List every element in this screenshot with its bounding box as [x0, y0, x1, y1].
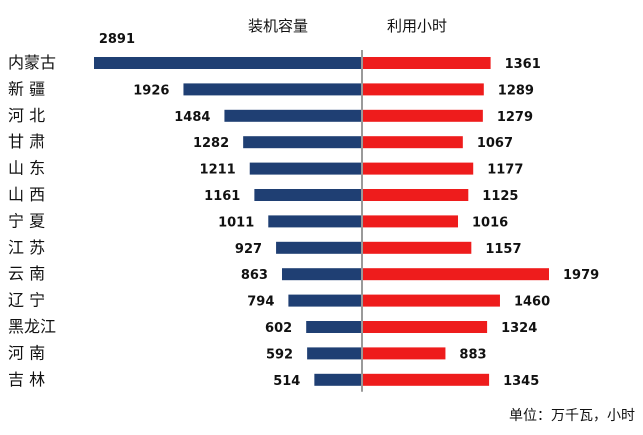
- hours-bar: [362, 57, 491, 69]
- unit-note: 单位：万千瓦，小时: [509, 408, 635, 424]
- hours-value-label: 1289: [498, 83, 534, 98]
- capacity-bar: [183, 83, 362, 96]
- hours-value-label: 1460: [514, 295, 550, 310]
- hours-bar: [362, 321, 488, 333]
- capacity-bar: [224, 109, 362, 122]
- left-series-header: 装机容量: [248, 17, 308, 35]
- capacity-bar: [288, 294, 362, 307]
- hours-bar: [362, 136, 463, 149]
- category-label: 宁 夏: [8, 211, 45, 230]
- chart-marks: 内蒙古 2891 1361 新 疆 1926 1289 河 北 1484 1279 甘 肃 1282…: [8, 32, 599, 392]
- capacity-value-label: 1161: [204, 189, 240, 204]
- hours-bar: [362, 109, 483, 122]
- capacity-bar: [307, 347, 362, 360]
- capacity-bar: [314, 373, 362, 386]
- hours-bar: [362, 189, 469, 201]
- capacity-bar: [306, 321, 362, 333]
- capacity-value-label: 592: [266, 347, 293, 362]
- capacity-value-label: 602: [265, 321, 292, 336]
- hours-value-label: 1324: [501, 321, 537, 336]
- hours-value-label: 1016: [472, 215, 508, 230]
- capacity-value-label: 1011: [218, 215, 254, 230]
- capacity-value-label: 1282: [193, 136, 229, 151]
- category-label: 河 南: [8, 343, 45, 362]
- category-label: 河 北: [8, 106, 45, 125]
- capacity-value-label: 1484: [174, 110, 210, 125]
- hours-value-label: 1361: [505, 57, 541, 72]
- hours-bar: [362, 83, 484, 96]
- hours-bar: [362, 373, 490, 386]
- hours-value-label: 1279: [497, 110, 533, 125]
- capacity-bar: [276, 241, 362, 254]
- category-label: 江 苏: [8, 238, 45, 257]
- capacity-bar: [281, 268, 362, 281]
- hours-value-label: 1345: [503, 374, 539, 389]
- category-label: 新 疆: [8, 79, 45, 98]
- capacity-value-label: 927: [235, 242, 262, 257]
- hours-value-label: 1125: [482, 189, 518, 204]
- capacity-bar: [268, 215, 362, 228]
- right-series-header: 利用小时: [387, 17, 447, 35]
- category-label: 吉 林: [8, 370, 45, 389]
- capacity-value-label: 1926: [133, 83, 169, 98]
- category-label: 内蒙古: [8, 53, 56, 72]
- hours-value-label: 1157: [485, 242, 521, 257]
- capacity-value-label: 2891: [99, 32, 135, 47]
- category-label: 辽 宁: [8, 291, 45, 310]
- capacity-value-label: 863: [241, 268, 268, 283]
- hours-bar: [362, 294, 500, 307]
- capacity-bar: [249, 162, 362, 175]
- capacity-value-label: 794: [247, 295, 274, 310]
- capacity-value-label: 1211: [200, 163, 236, 178]
- capacity-bar: [94, 57, 362, 69]
- hours-value-label: 1177: [487, 163, 523, 178]
- hours-value-label: 1979: [563, 268, 599, 283]
- capacity-bar: [243, 136, 362, 149]
- capacity-bar: [254, 189, 362, 201]
- category-label: 甘 肃: [8, 132, 45, 151]
- category-label: 云 南: [8, 264, 45, 283]
- category-label: 山 西: [8, 185, 45, 204]
- capacity-value-label: 514: [273, 374, 300, 389]
- hours-bar: [362, 215, 459, 228]
- hours-bar: [362, 162, 474, 175]
- hours-bar: [362, 268, 549, 281]
- category-label: 山 东: [8, 159, 45, 178]
- hours-value-label: 883: [459, 347, 486, 362]
- category-label: 黑龙江: [8, 317, 56, 336]
- hours-value-label: 1067: [477, 136, 513, 151]
- hours-bar: [362, 241, 472, 254]
- hours-bar: [362, 347, 446, 360]
